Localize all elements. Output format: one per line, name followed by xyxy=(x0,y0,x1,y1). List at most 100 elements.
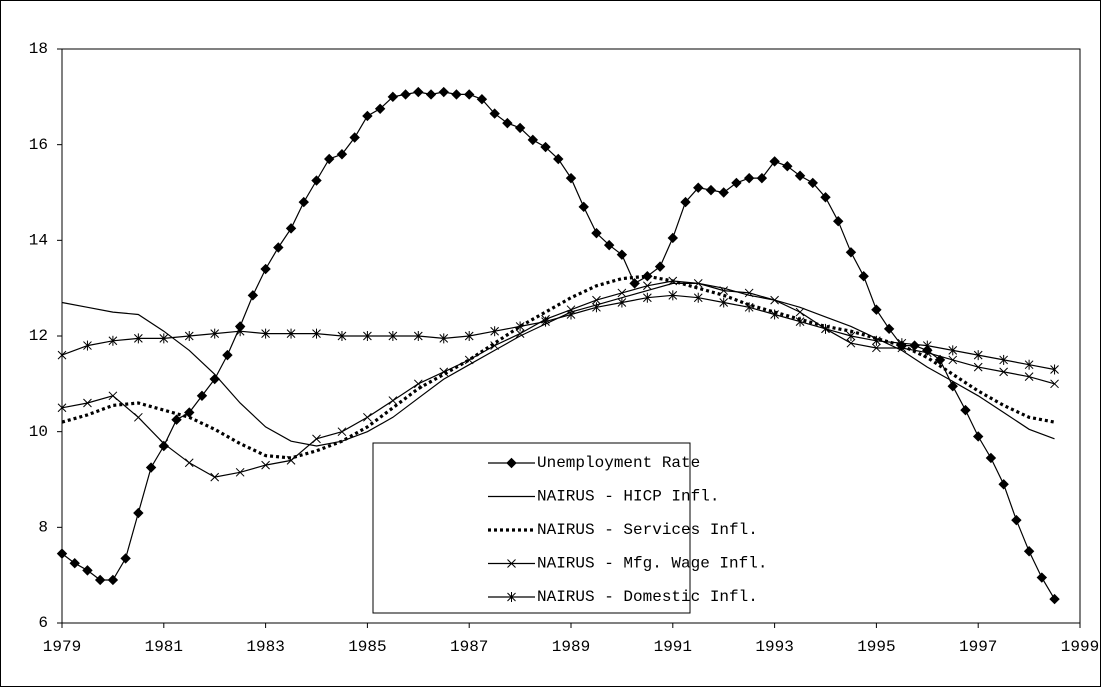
marker xyxy=(159,333,169,344)
marker xyxy=(337,427,347,437)
marker xyxy=(769,156,780,167)
marker xyxy=(948,345,958,356)
marker xyxy=(654,261,666,272)
marker-shape xyxy=(413,86,424,98)
marker xyxy=(413,331,423,341)
marker xyxy=(362,110,373,122)
marker-shape xyxy=(298,196,309,208)
marker-stroke xyxy=(999,367,1009,377)
marker xyxy=(718,187,729,198)
x-tick-label: 1995 xyxy=(857,638,895,656)
marker-shape xyxy=(400,89,411,100)
marker xyxy=(273,242,284,253)
marker-shape xyxy=(273,242,284,253)
marker xyxy=(705,184,717,196)
marker xyxy=(490,326,500,337)
marker xyxy=(807,177,818,189)
x-tick-label: 1999 xyxy=(1061,638,1099,656)
marker xyxy=(629,278,640,289)
marker xyxy=(603,239,615,251)
marker-stroke xyxy=(693,279,703,288)
marker xyxy=(744,288,754,298)
marker-stroke xyxy=(744,288,754,298)
marker-stroke xyxy=(770,295,779,305)
marker-shape xyxy=(107,574,119,586)
marker xyxy=(57,403,67,413)
y-tick-label: 12 xyxy=(29,327,48,345)
marker-shape xyxy=(1049,593,1060,605)
x-tick-label: 1991 xyxy=(654,638,692,656)
marker xyxy=(782,160,793,172)
marker xyxy=(82,565,93,576)
marker-shape xyxy=(133,507,144,519)
marker xyxy=(502,117,513,129)
marker xyxy=(972,431,984,442)
legend-label: NAIRUS - Services Infl. xyxy=(537,521,758,539)
marker xyxy=(756,172,768,184)
marker-shape xyxy=(1036,572,1048,583)
marker-shape xyxy=(540,141,551,153)
marker-shape xyxy=(463,89,475,100)
marker-stroke xyxy=(592,295,601,305)
marker xyxy=(998,479,1009,490)
marker xyxy=(286,456,296,465)
marker-shape xyxy=(705,184,717,196)
marker xyxy=(794,170,806,181)
marker-shape xyxy=(629,278,640,289)
marker xyxy=(667,232,679,244)
marker-shape xyxy=(247,290,259,301)
x-tick-label: 1993 xyxy=(755,638,793,656)
y-tick-label: 18 xyxy=(29,40,48,58)
marker xyxy=(578,201,589,213)
marker-shape xyxy=(324,153,335,165)
marker-shape xyxy=(222,349,233,361)
marker-shape xyxy=(680,196,691,208)
marker xyxy=(795,307,805,317)
marker xyxy=(872,335,881,346)
marker xyxy=(69,558,80,569)
marker xyxy=(592,302,601,313)
marker-shape xyxy=(527,134,539,146)
marker xyxy=(388,331,398,341)
marker xyxy=(171,414,182,425)
marker-shape xyxy=(362,110,373,122)
marker-shape xyxy=(845,247,857,258)
marker-shape xyxy=(756,172,768,184)
marker-shape xyxy=(565,172,577,184)
marker xyxy=(108,335,118,346)
marker-shape xyxy=(196,390,208,401)
marker xyxy=(439,367,449,377)
marker xyxy=(515,321,525,332)
marker-shape xyxy=(603,239,615,251)
marker xyxy=(770,309,779,320)
marker xyxy=(158,440,170,452)
marker xyxy=(120,553,131,564)
marker-stroke xyxy=(507,559,516,568)
marker-shape xyxy=(94,574,106,586)
marker xyxy=(451,89,462,100)
marker-shape xyxy=(158,440,170,452)
marker xyxy=(948,355,958,365)
marker xyxy=(795,316,805,327)
marker xyxy=(413,86,424,98)
marker-shape xyxy=(260,263,271,275)
marker-stroke xyxy=(388,396,398,405)
x-tick-label: 1985 xyxy=(348,638,386,656)
marker xyxy=(337,331,347,341)
marker-stroke xyxy=(184,458,194,468)
marker-shape xyxy=(82,565,93,576)
marker-shape xyxy=(336,149,348,160)
marker xyxy=(298,196,309,208)
marker-shape xyxy=(654,261,666,272)
marker-stroke xyxy=(235,467,245,477)
marker-shape xyxy=(591,227,602,239)
marker xyxy=(261,328,270,339)
series-line xyxy=(61,280,1055,478)
marker xyxy=(821,323,830,334)
series-line xyxy=(61,274,1055,460)
marker xyxy=(413,379,423,389)
marker xyxy=(94,574,106,586)
marker xyxy=(464,355,474,365)
marker-stroke xyxy=(795,307,805,317)
